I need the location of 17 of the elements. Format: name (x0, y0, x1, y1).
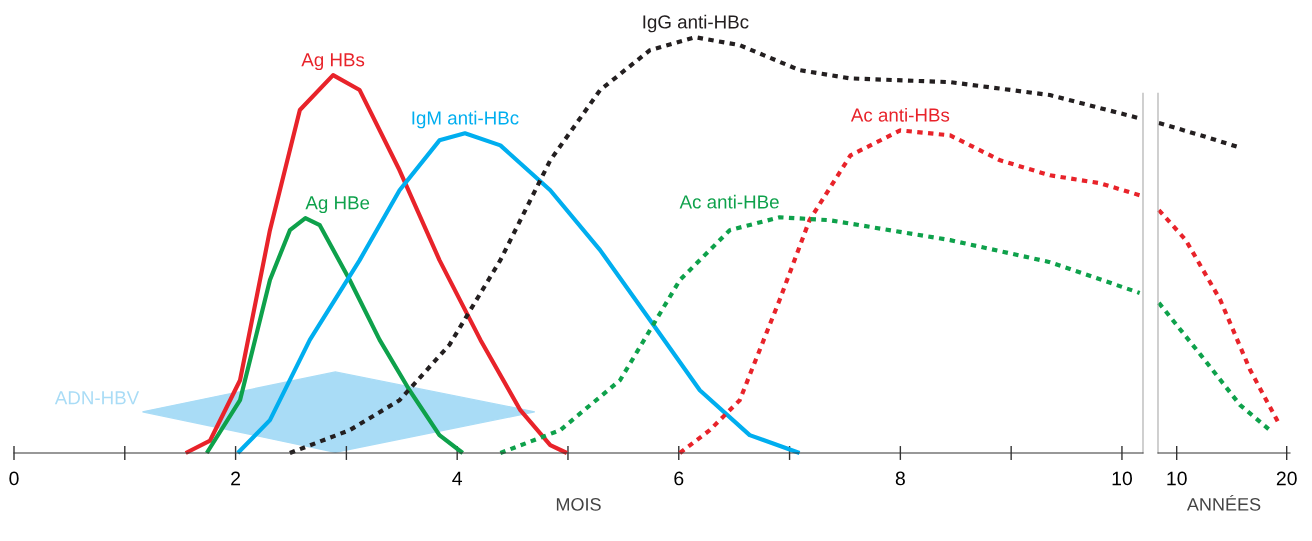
x-tick-label: 2 (231, 471, 241, 486)
x-tick-label: 20 (1276, 471, 1297, 486)
series-label: Ag HBe (305, 196, 370, 214)
x-tick-label: 0 (9, 471, 19, 486)
series-label: Ac anti-HBs (850, 107, 950, 122)
x-tick-label: 10 (1112, 471, 1132, 486)
series-label: Ag HBs (301, 53, 365, 71)
x-tick-label: 6 (674, 471, 684, 486)
series-label: IgG anti-HBc (643, 14, 749, 33)
series-label: ADN-HBV (54, 391, 140, 405)
x-tick-label: 4 (452, 471, 463, 486)
series-label: IgM anti-HBc (412, 110, 519, 129)
x-axis-title: ANNÉES (1186, 494, 1261, 511)
x-tick-label: 10 (1167, 471, 1187, 486)
x-axis-title: MOIS (556, 497, 601, 511)
x-tick-label: 8 (895, 471, 905, 486)
series-label: Ac anti-HBe (679, 194, 779, 209)
